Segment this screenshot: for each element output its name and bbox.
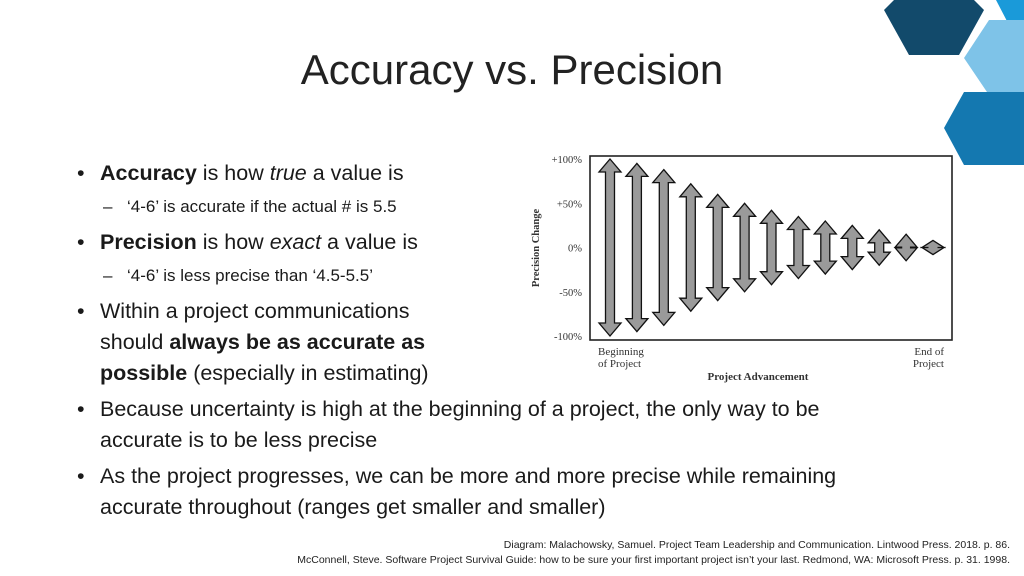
range-arrow	[624, 162, 650, 333]
hexagon-light	[964, 20, 1024, 95]
y-tick-labels: +100% +50% 0% -50% -100%	[552, 155, 583, 343]
sub-bullet-precision: – ‘4-6’ is less precise than ‘4.5-5.5’	[103, 266, 373, 285]
range-arrow	[812, 219, 838, 276]
range-arrow	[919, 239, 947, 256]
bullet-communications: • Within a project communications should…	[77, 299, 429, 385]
citation-mcconnell: McConnell, Steve. Software Project Survi…	[297, 554, 1010, 566]
range-arrow	[705, 193, 731, 302]
bullet-precision: • Precision is how exact a value is	[77, 230, 418, 254]
hexagon-mid	[944, 92, 1024, 165]
x-end-label-line2: Project	[913, 358, 944, 370]
range-arrow	[785, 215, 811, 280]
y-tick-label: -50%	[559, 288, 582, 299]
decorative-hexagons	[884, 0, 1024, 165]
range-arrow	[732, 202, 758, 293]
range-arrows	[597, 157, 947, 338]
y-tick-label: 0%	[568, 244, 582, 255]
x-end-label-line1: End of	[914, 346, 944, 358]
hexagon-bright	[996, 0, 1024, 25]
slide-title: Accuracy vs. Precision	[300, 46, 724, 93]
y-tick-label: +50%	[557, 199, 582, 210]
y-tick-label: +100%	[552, 155, 583, 166]
range-arrow	[866, 228, 892, 267]
bullet-glyph: •	[77, 161, 85, 185]
range-arrow	[759, 209, 784, 286]
y-tick-label: -100%	[554, 332, 582, 343]
citations: Diagram: Malachowsky, Samuel. Project Te…	[297, 538, 1010, 568]
x-axis-label: Project Advancement	[708, 371, 809, 383]
range-arrow	[597, 157, 623, 338]
citation-diagram: Diagram: Malachowsky, Samuel. Project Te…	[503, 539, 1010, 551]
range-arrow	[893, 233, 919, 262]
hexagon-dark	[884, 0, 984, 55]
range-arrow	[678, 182, 704, 313]
bullet-accuracy: • Accuracy is how true a value is	[77, 158, 404, 189]
x-start-label-line2: of Project	[598, 358, 641, 370]
range-arrow	[839, 224, 865, 271]
precision-chart: +100% +50% 0% -50% -100% Precision Change Be…	[531, 155, 953, 383]
x-start-label-line1: Beginning	[598, 346, 644, 358]
bullet-uncertainty: • Because uncertainty is high at the beg…	[77, 397, 820, 452]
y-axis-label: Precision Change	[531, 209, 542, 288]
sub-bullet-accuracy: – ‘4-6’ is accurate if the actual # is 5…	[103, 197, 397, 216]
bullet-progress: • As the project progresses, we can be m…	[77, 464, 837, 519]
range-arrow	[651, 168, 677, 327]
